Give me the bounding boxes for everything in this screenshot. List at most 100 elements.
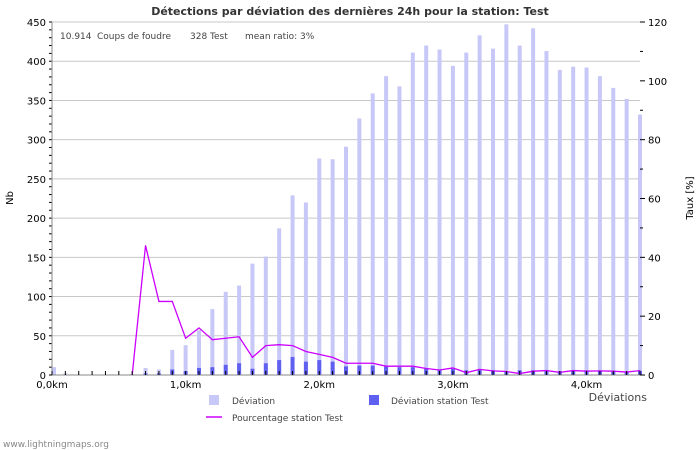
legend-label-deviation: Déviation bbox=[232, 396, 275, 407]
bar-deviation bbox=[357, 118, 362, 375]
bar-deviation bbox=[237, 285, 242, 375]
bar-deviation bbox=[344, 146, 348, 375]
bar-deviation bbox=[263, 256, 268, 375]
bar-deviation bbox=[290, 195, 295, 375]
bar-deviation bbox=[52, 367, 56, 375]
y-axis-label: Nb bbox=[5, 191, 16, 205]
bar-station bbox=[223, 364, 228, 375]
percentage-point bbox=[332, 356, 334, 358]
y-tick-label: 450 bbox=[27, 18, 46, 29]
percentage-point bbox=[158, 300, 160, 302]
percentage-point bbox=[171, 300, 173, 302]
percentage-point bbox=[425, 368, 427, 370]
bar-deviation bbox=[517, 45, 522, 376]
percentage-point bbox=[385, 365, 387, 367]
legend-swatch-deviation bbox=[209, 395, 219, 405]
y-tick-label: 150 bbox=[27, 253, 46, 264]
y-tick-label: 100 bbox=[27, 293, 46, 304]
x-tick-label: 0,0km bbox=[36, 380, 67, 391]
legend-swatch-station bbox=[369, 395, 379, 405]
percentage-point bbox=[372, 362, 374, 364]
bar-deviation bbox=[437, 49, 442, 375]
percentage-point bbox=[185, 337, 187, 339]
bar-deviation bbox=[317, 158, 322, 375]
bar-station bbox=[303, 361, 308, 375]
percentage-point bbox=[318, 353, 320, 355]
footer-link[interactable]: www.lightningmaps.org bbox=[3, 440, 109, 450]
bar-station bbox=[263, 363, 268, 375]
x-tick-label: 2,0km bbox=[304, 380, 335, 391]
bar-deviation bbox=[571, 66, 576, 376]
percentage-point bbox=[358, 362, 360, 364]
bar-station bbox=[370, 365, 375, 375]
percentage-point bbox=[572, 370, 574, 372]
y2-tick-label: 120 bbox=[648, 18, 667, 29]
bar-deviation bbox=[450, 65, 455, 375]
y-tick-label: 50 bbox=[33, 332, 46, 343]
percentage-point bbox=[251, 356, 253, 358]
y-tick-label: 350 bbox=[27, 96, 46, 107]
y2-tick-label: 80 bbox=[648, 136, 661, 147]
y-tick-label: 200 bbox=[27, 214, 46, 225]
bar-deviation bbox=[504, 24, 509, 375]
bar-deviation bbox=[638, 114, 642, 375]
bar-station bbox=[344, 366, 348, 375]
bar-station bbox=[237, 363, 242, 375]
bar-deviation bbox=[597, 76, 602, 376]
legend-label-station: Déviation station Test bbox=[391, 396, 489, 407]
y2-tick-label: 0 bbox=[648, 371, 654, 382]
info-station-count: 328 Test bbox=[190, 32, 228, 42]
y2-tick-label: 20 bbox=[648, 312, 661, 323]
bar-deviation bbox=[250, 263, 255, 375]
bar-deviation bbox=[277, 228, 282, 375]
percentage-point bbox=[145, 245, 147, 247]
y-tick-label: 300 bbox=[27, 136, 46, 147]
bar-deviation bbox=[611, 87, 616, 375]
percentage-point bbox=[452, 367, 454, 369]
y-tick-label: 250 bbox=[27, 175, 46, 186]
bar-deviation bbox=[183, 345, 188, 375]
x-axis-label: Déviations bbox=[589, 391, 648, 404]
percentage-point bbox=[545, 370, 547, 372]
y2-tick-label: 60 bbox=[648, 195, 661, 206]
bar-deviation bbox=[624, 98, 629, 376]
bar-deviation bbox=[531, 28, 536, 376]
y-tick-label: 0 bbox=[40, 371, 46, 382]
bar-deviation bbox=[384, 76, 389, 376]
bar-station bbox=[277, 360, 282, 375]
bar-deviation bbox=[197, 330, 201, 375]
percentage-point bbox=[198, 327, 200, 329]
percentage-point bbox=[305, 350, 307, 352]
bar-deviation bbox=[410, 52, 415, 376]
bar-station bbox=[330, 361, 335, 375]
percentage-point bbox=[278, 344, 280, 346]
percentage-point bbox=[292, 345, 294, 347]
bar-deviation bbox=[370, 93, 375, 375]
bar-station bbox=[384, 366, 389, 375]
x-tick-label: 4,0km bbox=[571, 380, 602, 391]
percentage-point bbox=[639, 370, 641, 372]
y2-tick-label: 100 bbox=[648, 77, 667, 88]
percentage-point bbox=[439, 369, 441, 371]
percentage-point bbox=[265, 345, 267, 347]
percentage-point bbox=[398, 365, 400, 367]
y2-tick-label: 40 bbox=[648, 253, 661, 264]
percentage-point bbox=[225, 337, 227, 339]
bar-deviation bbox=[303, 202, 308, 375]
bar-station bbox=[317, 360, 322, 375]
percentage-point bbox=[345, 362, 347, 364]
bar-deviation bbox=[464, 52, 469, 376]
info-mean-ratio: mean ratio: 3% bbox=[245, 32, 315, 42]
chart-title: Détections par déviation des dernières 2… bbox=[151, 5, 549, 18]
legend-label-percentage: Pourcentage station Test bbox=[232, 414, 343, 424]
x-tick-label: 3,0km bbox=[437, 380, 468, 391]
bar-deviation bbox=[210, 309, 215, 375]
bar-deviation bbox=[557, 69, 562, 376]
bar-deviation bbox=[491, 48, 495, 375]
percentage-point bbox=[479, 368, 481, 370]
bar-deviation bbox=[424, 45, 429, 376]
x-tick-label: 1,0km bbox=[170, 380, 201, 391]
info-strikes-label: Coups de foudre bbox=[97, 32, 171, 42]
